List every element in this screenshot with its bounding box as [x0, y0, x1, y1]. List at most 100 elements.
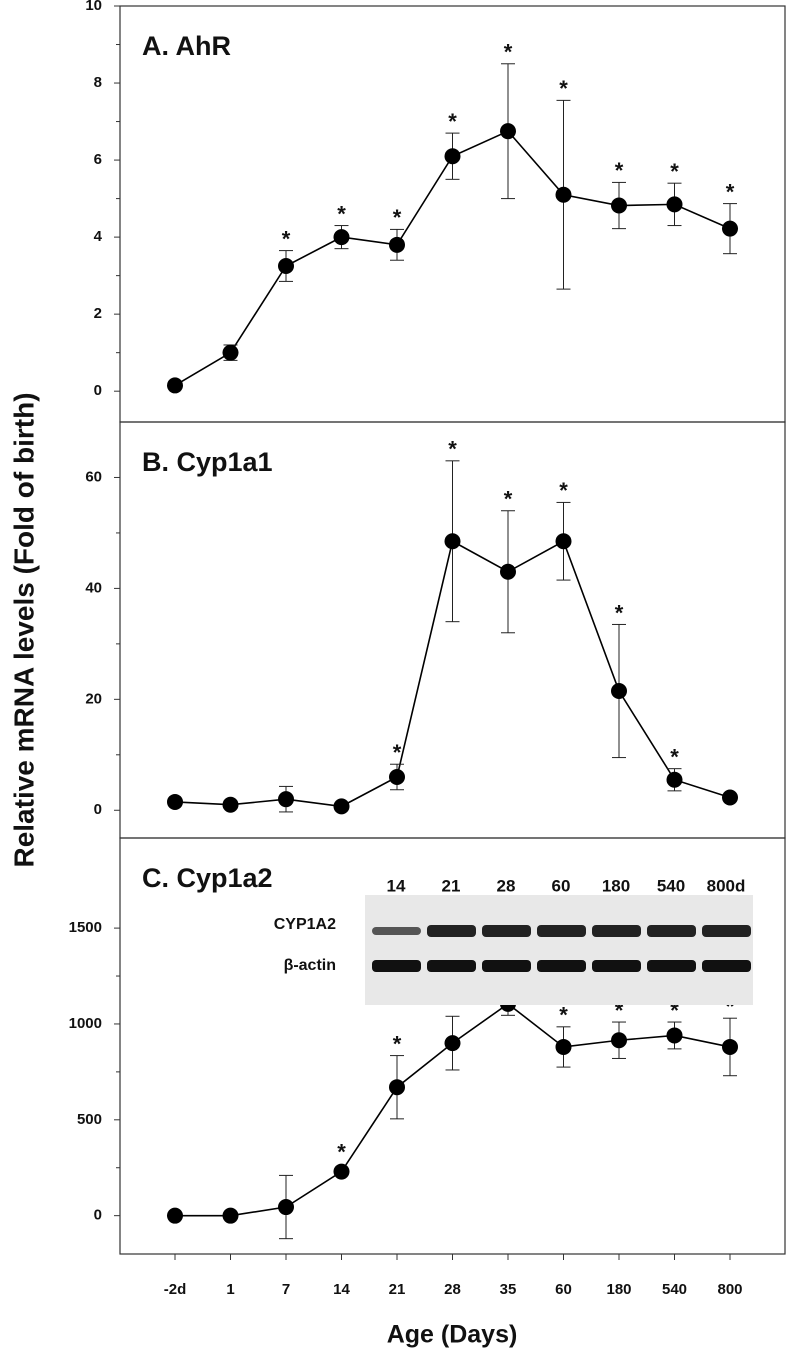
data-point [722, 789, 738, 806]
x-tick-label: -2d [164, 1281, 187, 1298]
x-tick-label: 180 [606, 1281, 631, 1298]
blot-band [592, 960, 641, 972]
y-tick-label: 1000 [69, 1015, 102, 1032]
blot-band [537, 960, 586, 972]
data-point [444, 1035, 461, 1052]
significance-label: * [615, 600, 624, 625]
data-point [278, 1199, 294, 1216]
data-point [666, 196, 683, 213]
y-tick-label: 60 [85, 468, 102, 485]
significance-label: * [337, 201, 346, 226]
significance-label: * [559, 76, 568, 101]
x-tick-label: 35 [500, 1281, 517, 1298]
blot-band [372, 960, 421, 972]
significance-label: * [393, 1031, 402, 1056]
lane-label: 28 [497, 876, 516, 895]
y-tick-label: 8 [94, 74, 102, 91]
data-point [389, 768, 405, 785]
blot-band [647, 925, 696, 937]
significance-label: * [670, 159, 679, 184]
x-tick-label: 7 [282, 1281, 290, 1298]
significance-label: * [393, 740, 402, 765]
lane-label: 21 [442, 876, 461, 895]
x-axis-label: Age (Days) [387, 1321, 518, 1349]
blot-band [592, 925, 641, 937]
data-point [444, 148, 461, 165]
row-label: β-actin [284, 957, 336, 974]
significance-label: * [282, 226, 291, 251]
significance-label: * [670, 998, 679, 1023]
significance-label: * [393, 205, 402, 230]
lane-label: 14 [387, 876, 406, 895]
data-point [389, 1079, 405, 1096]
y-tick-label: 20 [85, 690, 102, 707]
blot-background [365, 895, 753, 1005]
x-tick-label: 1 [226, 1281, 234, 1298]
data-point [555, 186, 572, 203]
data-point [611, 683, 627, 700]
data-point [333, 1163, 350, 1180]
significance-label: * [670, 744, 679, 769]
data-point [500, 563, 516, 580]
y-tick-label: 500 [77, 1111, 102, 1128]
x-tick-label: 60 [555, 1281, 572, 1298]
significance-label: * [448, 109, 457, 134]
lane-label: 60 [552, 876, 571, 895]
y-tick-label: 2 [94, 305, 102, 322]
y-axis-label: Relative mRNA levels (Fold of birth) [8, 392, 39, 867]
significance-label: * [337, 1139, 346, 1164]
y-tick-label: 10 [85, 0, 102, 14]
y-tick-label: 4 [94, 228, 103, 245]
data-point [222, 344, 239, 361]
data-point [722, 220, 738, 237]
lane-label: 800d [707, 876, 746, 895]
significance-label: * [504, 40, 513, 65]
data-point [167, 1207, 183, 1224]
x-tick-label: 540 [662, 1281, 687, 1298]
row-label: CYP1A2 [274, 916, 336, 933]
data-point [611, 197, 627, 214]
significance-label: * [448, 437, 457, 462]
blot-band [537, 925, 586, 937]
panel-title: B. Cyp1a1 [142, 447, 273, 477]
lane-label: 180 [602, 876, 630, 895]
data-point [167, 377, 183, 394]
blot-band [427, 960, 476, 972]
significance-label: * [559, 1003, 568, 1028]
y-tick-label: 0 [94, 382, 102, 399]
y-tick-label: 1500 [69, 919, 102, 936]
y-tick-label: 0 [94, 1207, 102, 1224]
data-point [444, 533, 461, 550]
x-tick-label: 28 [444, 1281, 461, 1298]
data-point [611, 1032, 627, 1049]
x-tick-label: 14 [333, 1281, 350, 1298]
data-point [222, 1207, 239, 1224]
data-point [167, 793, 183, 810]
data-point [555, 533, 572, 550]
significance-label: * [615, 998, 624, 1023]
y-tick-label: 0 [94, 801, 102, 818]
data-point [722, 1038, 738, 1055]
x-tick-label: 21 [389, 1281, 406, 1298]
x-tick-label: 800 [717, 1281, 742, 1298]
significance-label: * [726, 994, 735, 1019]
data-point [333, 798, 350, 815]
lane-label: 540 [657, 876, 685, 895]
significance-label: * [615, 158, 624, 183]
panel-title: C. Cyp1a2 [142, 863, 273, 893]
significance-label: * [726, 179, 735, 204]
blot-band [372, 927, 421, 935]
data-point [222, 796, 239, 813]
blot-band [482, 960, 531, 972]
significance-label: * [504, 487, 513, 512]
blot-band [482, 925, 531, 937]
blot-band [702, 960, 751, 972]
data-point [278, 791, 294, 808]
data-point [666, 1027, 683, 1044]
data-point [500, 123, 516, 140]
panel-title: A. AhR [142, 31, 231, 61]
data-point [666, 771, 683, 788]
y-tick-label: 6 [94, 151, 102, 168]
data-point [389, 236, 405, 253]
